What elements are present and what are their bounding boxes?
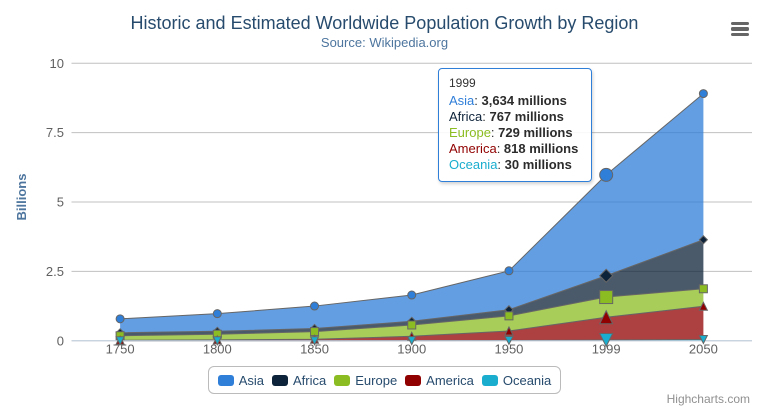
- legend-item-europe[interactable]: Europe: [334, 373, 397, 388]
- marker-asia-2050[interactable]: [698, 89, 708, 99]
- marker-africa-2050[interactable]: [698, 235, 709, 245]
- marker-oceania-1850[interactable]: [309, 336, 320, 346]
- tooltip: 1999 Asia: 3,634 millions Africa: 767 mil…: [438, 68, 592, 182]
- marker-oceania-1900[interactable]: [406, 336, 417, 346]
- series-area-america[interactable]: [120, 306, 704, 341]
- tooltip-series-value: 30 millions: [504, 157, 572, 172]
- y-axis-label-2.5: 2.5: [46, 264, 64, 279]
- chart-subtitle: Source: Wikipedia.org: [320, 35, 449, 50]
- y-axis-label-0: 0: [57, 333, 64, 348]
- tooltip-series-name: Asia: [449, 93, 475, 108]
- y-axis-label-5: 5: [57, 195, 64, 210]
- legend-swatch-america: [405, 374, 422, 386]
- marker-europe-1999[interactable]: [599, 290, 614, 305]
- x-axis-label-1900: 1900: [397, 342, 426, 357]
- tooltip-row-europe: Europe: 729 millions: [449, 125, 573, 140]
- y-axis-title: Billions: [14, 174, 29, 221]
- legend-swatch-africa: [272, 374, 289, 386]
- legend-swatch-oceania: [481, 374, 498, 386]
- series-area-asia[interactable]: [120, 93, 704, 333]
- tooltip-series-value: 729 millions: [498, 125, 573, 140]
- legend-swatch-europe: [334, 374, 351, 386]
- marker-asia-1900[interactable]: [407, 290, 417, 300]
- marker-america-1950[interactable]: [504, 325, 514, 336]
- marker-america-2050[interactable]: [698, 301, 709, 311]
- marker-europe-1900[interactable]: [407, 320, 417, 330]
- legend-item-oceania[interactable]: Oceania: [481, 372, 552, 388]
- tooltip-row-africa: Africa: 767 millions: [449, 109, 564, 124]
- tooltip-series-name: Africa: [449, 109, 483, 124]
- tooltip-series-name: America: [449, 141, 497, 156]
- context-menu-button[interactable]: [727, 18, 753, 40]
- x-axis-label-1950: 1950: [494, 342, 523, 357]
- tooltip-row-oceania: Oceania: 30 millions: [449, 157, 572, 172]
- tooltip-series-name: Europe: [449, 125, 491, 140]
- x-axis-label-1850: 1850: [300, 342, 329, 357]
- marker-asia-1750[interactable]: [115, 314, 125, 324]
- tooltip-series-value: 818 millions: [503, 141, 579, 156]
- legend-label: America: [426, 372, 474, 388]
- legend: Asia Africa Europe America Oceania: [207, 366, 562, 394]
- marker-oceania-2050[interactable]: [698, 335, 709, 345]
- marker-asia-1999[interactable]: [599, 167, 614, 182]
- marker-asia-1800[interactable]: [212, 309, 222, 319]
- marker-america-1999[interactable]: [598, 309, 614, 325]
- marker-asia-1950[interactable]: [504, 266, 514, 276]
- marker-oceania-1800[interactable]: [212, 336, 223, 346]
- legend-label: Europe: [355, 372, 398, 388]
- hamburger-menu-icon: [731, 32, 749, 37]
- legend-item-america[interactable]: America: [405, 373, 474, 388]
- marker-europe-2050[interactable]: [698, 284, 708, 294]
- series-area-africa[interactable]: [120, 239, 704, 336]
- tooltip-series-name: Oceania: [449, 157, 498, 172]
- marker-europe-1950[interactable]: [504, 311, 514, 321]
- x-axis-label-1800: 1800: [203, 342, 232, 357]
- tooltip-row-asia: Asia: 3,634 millions: [449, 93, 567, 108]
- tooltip-series-value: 3,634 millions: [481, 93, 567, 108]
- hamburger-menu-icon: [731, 21, 749, 26]
- credits-link[interactable]: Highcharts.com: [666, 392, 750, 406]
- marker-asia-1850[interactable]: [310, 301, 320, 311]
- legend-label: Oceania: [502, 372, 552, 388]
- legend-item-africa[interactable]: Africa: [272, 373, 326, 388]
- tooltip-header: 1999: [449, 76, 476, 90]
- tooltip-row-america: America: 818 millions: [449, 141, 579, 156]
- chart-title: Historic and Estimated Worldwide Populat…: [130, 13, 639, 33]
- legend-swatch-asia: [217, 374, 234, 386]
- marker-oceania-1999[interactable]: [598, 332, 614, 348]
- marker-africa-1999[interactable]: [598, 268, 614, 283]
- y-axis-label-10: 10: [50, 56, 64, 71]
- tooltip-series-value: 767 millions: [489, 109, 564, 124]
- y-axis-label-7.5: 7.5: [46, 125, 64, 140]
- marker-oceania-1950[interactable]: [504, 335, 514, 346]
- hamburger-menu-icon: [731, 27, 749, 31]
- x-axis-label-2050: 2050: [689, 342, 718, 357]
- x-axis-label-1750: 1750: [106, 342, 135, 357]
- legend-label: Africa: [293, 372, 327, 388]
- marker-oceania-1750[interactable]: [115, 336, 125, 346]
- x-axis-label-1999: 1999: [592, 342, 621, 357]
- legend-label: Asia: [238, 372, 265, 388]
- legend-item-asia[interactable]: Asia: [217, 372, 265, 388]
